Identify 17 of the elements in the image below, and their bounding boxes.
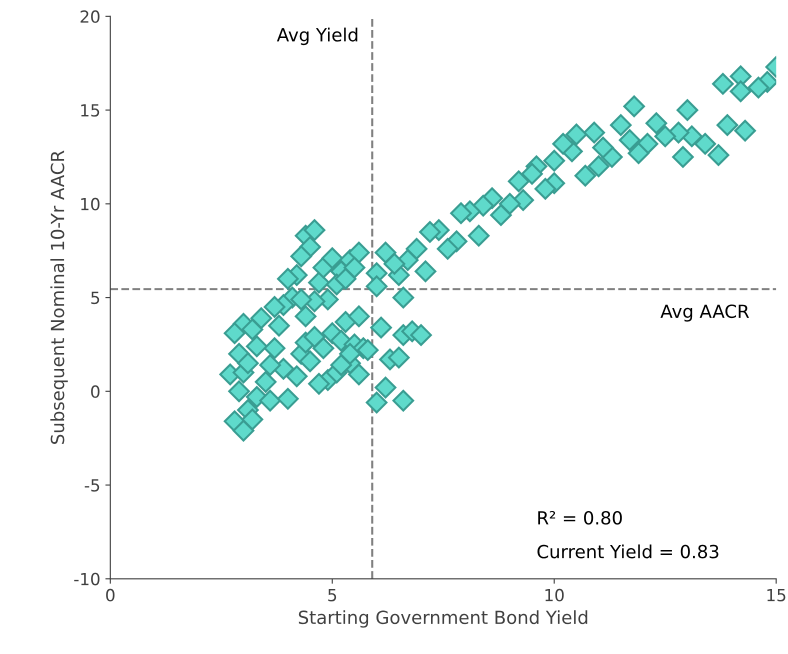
annotation: R² = 0.80: [538, 511, 622, 525]
y-axis-title: Subsequent Nominal 10-Yr AACR: [50, 150, 68, 444]
y-tick-label: 10: [81, 198, 100, 210]
ref-line-label: Avg AACR: [660, 304, 750, 322]
ref-line-label: Avg Yield: [276, 28, 358, 46]
annotation: Current Yield = 0.83: [537, 544, 718, 558]
y-tick-label: 20: [80, 10, 100, 23]
x-tick-label: 15: [767, 589, 786, 602]
y-tick-label: 0: [91, 385, 100, 398]
x-tick-label: 5: [328, 589, 336, 602]
y-tick-label: 5: [91, 292, 100, 304]
x-tick-label: 10: [545, 588, 564, 602]
x-tick-label: 0: [106, 588, 115, 602]
y-tick-label: 15: [81, 104, 100, 117]
y-tick-label: -10: [74, 572, 100, 586]
y-tick-label: -5: [84, 479, 100, 492]
x-axis-title: Starting Government Bond Yield: [298, 610, 588, 628]
